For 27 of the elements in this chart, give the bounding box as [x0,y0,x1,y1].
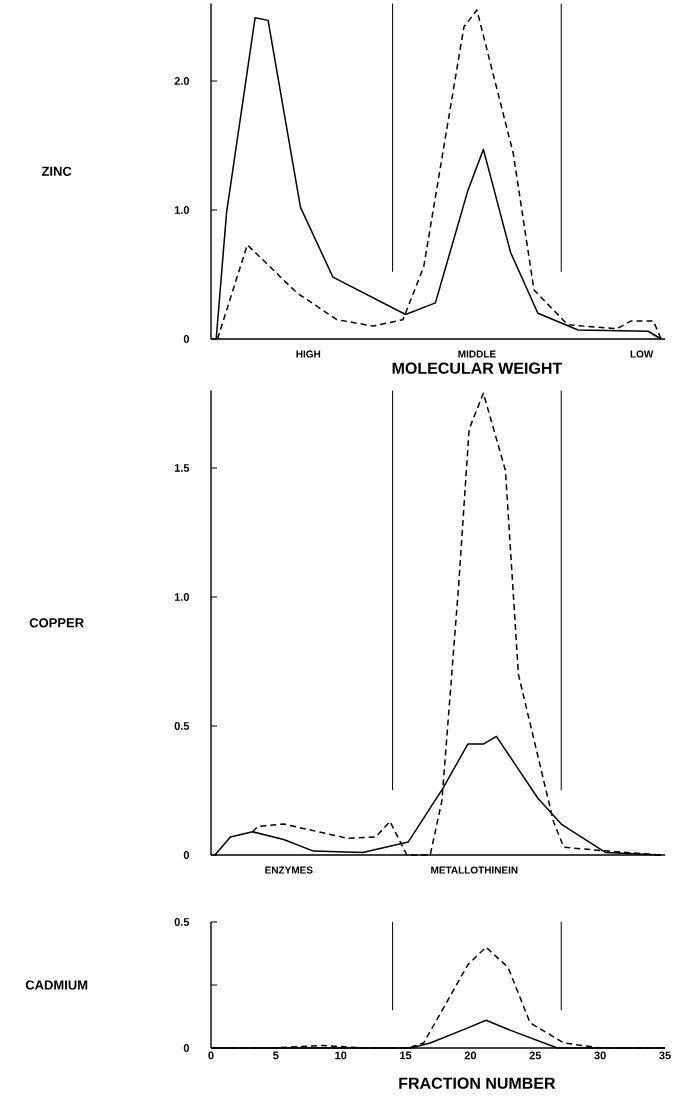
x-tick-label: 25 [529,1051,541,1060]
x-tick-label: 5 [272,1051,279,1060]
text: LOW [630,350,654,358]
x-tick-label: 20 [464,1051,476,1060]
x-tick-label: 0 [208,1051,214,1060]
text: ENZYMES [265,866,313,874]
text: HIGH [296,350,320,358]
y-axis-title: CADMIUM [25,980,87,990]
x-tick-label: 30 [594,1051,606,1060]
y-tick-label: 0.5 [174,918,189,926]
y-axis-title: ZINC [41,166,72,176]
x-axis-title: FRACTION NUMBER [399,1077,555,1089]
x-tick-label: 15 [399,1051,412,1060]
text: METALLOTHINEIN [430,866,518,874]
y-tick-label: 2.0 [174,77,189,85]
y-tick-label: 1.5 [174,464,189,472]
x-tick-label: 35 [658,1051,671,1060]
y-tick-label: 1.0 [174,593,189,601]
y-tick-label: 0 [183,851,189,859]
y-tick-label: 0 [183,1044,189,1052]
text: MIDDLE [458,350,496,358]
x-axis-title: MOLECULAR WEIGHT [392,362,562,374]
y-axis-title: COPPER [29,618,84,628]
x-tick-label: 10 [335,1051,347,1060]
y-tick-label: 0.5 [174,722,189,730]
y-tick-label: 1.0 [174,206,189,214]
y-tick-label: 0 [183,335,189,343]
